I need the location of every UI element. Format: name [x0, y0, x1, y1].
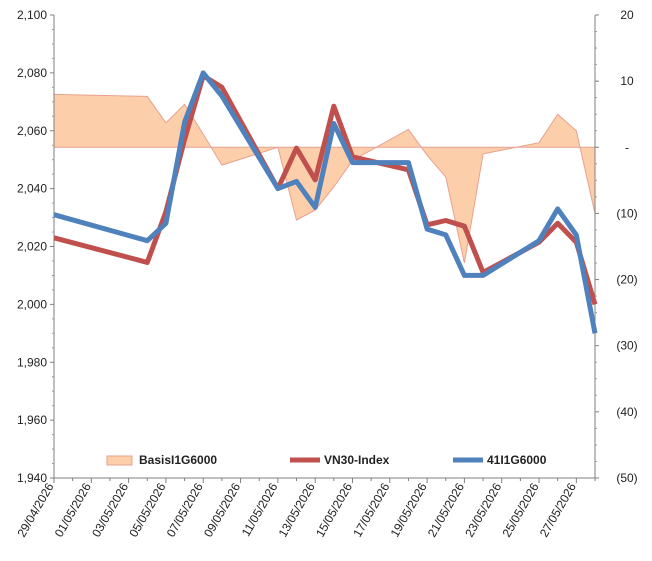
right-tick-label: (40): [616, 405, 637, 419]
series-line-41i1g6000: [53, 70, 598, 334]
basis-area-fill: [54, 94, 595, 264]
x-tick-label: 19/05/2026: [388, 480, 430, 539]
line-series-layer: [53, 70, 598, 334]
x-tick-label: 21/05/2026: [425, 480, 467, 539]
left-tick-label: 1,960: [17, 413, 47, 427]
legend-label: 41I1G6000: [487, 453, 547, 467]
left-tick-label: 1,940: [17, 471, 47, 485]
x-tick-label: 15/05/2026: [313, 480, 355, 539]
x-tick-label: 03/05/2026: [89, 480, 131, 539]
legend-item: BasisI1G6000: [106, 453, 217, 467]
legend-item: VN30-Index: [290, 453, 390, 467]
x-tick-label: 27/05/2026: [537, 480, 579, 539]
left-tick-label: 2,060: [17, 124, 47, 138]
x-tick-label: 17/05/2026: [350, 480, 392, 539]
legend-label: BasisI1G6000: [139, 453, 217, 467]
left-tick-label: 1,980: [17, 355, 47, 369]
left-tick-label: 2,000: [17, 297, 47, 311]
left-tick-label: 2,040: [17, 182, 47, 196]
x-tick-label: 25/05/2026: [499, 480, 541, 539]
legend-item: 41I1G6000: [453, 453, 547, 467]
legend-swatch-area: [106, 455, 133, 466]
left-tick-label: 2,020: [17, 240, 47, 254]
x-tick-label: 07/05/2026: [164, 480, 206, 539]
legend-label: VN30-Index: [324, 453, 390, 467]
legend: BasisI1G6000 VN30-Index 41I1G6000: [106, 453, 547, 467]
x-tick-label: 29/04/2026: [14, 480, 56, 539]
x-tick-label: 13/05/2026: [276, 480, 318, 539]
right-tick-label: -: [625, 140, 629, 154]
x-tick-label: 09/05/2026: [201, 480, 243, 539]
right-tick-label: 20: [620, 8, 634, 22]
right-tick-label: (20): [616, 273, 637, 287]
right-tick-label: (50): [616, 471, 637, 485]
left-tick-label: 2,080: [17, 66, 47, 80]
left-tick-label: 2,100: [17, 8, 47, 22]
x-tick-label: 01/05/2026: [52, 480, 94, 539]
right-tick-label: (30): [616, 339, 637, 353]
x-tick-label: 05/05/2026: [126, 480, 168, 539]
x-tick-label: 23/05/2026: [462, 480, 504, 539]
right-tick-label: (10): [616, 206, 637, 220]
x-tick-label: 11/05/2026: [239, 480, 281, 539]
right-tick-label: 10: [620, 74, 634, 88]
